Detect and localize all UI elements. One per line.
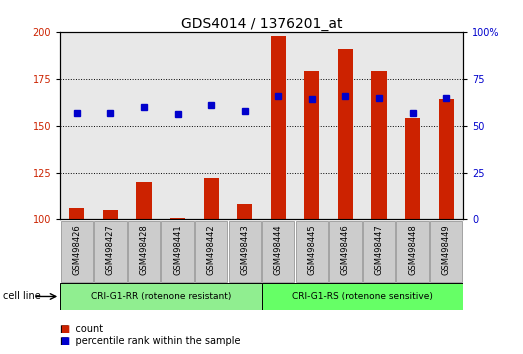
Text: ■  count: ■ count <box>60 324 103 334</box>
Text: ■: ■ <box>60 324 70 334</box>
FancyBboxPatch shape <box>195 221 228 282</box>
Title: GDS4014 / 1376201_at: GDS4014 / 1376201_at <box>181 17 342 31</box>
FancyBboxPatch shape <box>94 221 127 282</box>
Text: GSM498426: GSM498426 <box>72 224 82 275</box>
Text: GSM498445: GSM498445 <box>308 224 316 275</box>
Bar <box>228 32 262 219</box>
Bar <box>170 218 185 219</box>
Bar <box>60 283 262 310</box>
Bar <box>237 205 252 219</box>
FancyBboxPatch shape <box>162 221 194 282</box>
FancyBboxPatch shape <box>295 221 328 282</box>
Text: CRI-G1-RS (rotenone sensitive): CRI-G1-RS (rotenone sensitive) <box>292 292 433 301</box>
Bar <box>304 71 320 219</box>
FancyBboxPatch shape <box>262 221 294 282</box>
Bar <box>94 32 127 219</box>
Text: ■: ■ <box>60 336 70 346</box>
Text: GSM498449: GSM498449 <box>441 224 451 275</box>
Bar <box>328 32 362 219</box>
Bar <box>438 99 453 219</box>
Bar <box>262 32 295 219</box>
Bar <box>60 32 94 219</box>
Text: GSM498447: GSM498447 <box>374 224 383 275</box>
Bar <box>429 32 463 219</box>
Bar <box>203 178 219 219</box>
FancyBboxPatch shape <box>329 221 361 282</box>
Bar <box>161 32 195 219</box>
FancyBboxPatch shape <box>396 221 429 282</box>
Bar <box>103 210 118 219</box>
Text: GSM498427: GSM498427 <box>106 224 115 275</box>
FancyBboxPatch shape <box>61 221 93 282</box>
FancyBboxPatch shape <box>430 221 462 282</box>
Bar <box>396 32 429 219</box>
Text: cell line: cell line <box>3 291 40 302</box>
Bar <box>262 283 463 310</box>
FancyBboxPatch shape <box>128 221 160 282</box>
Bar <box>295 32 328 219</box>
Text: GSM498443: GSM498443 <box>240 224 249 275</box>
FancyBboxPatch shape <box>363 221 395 282</box>
Bar <box>70 208 85 219</box>
FancyBboxPatch shape <box>229 221 261 282</box>
Text: ■  percentile rank within the sample: ■ percentile rank within the sample <box>60 336 241 346</box>
Bar <box>405 118 420 219</box>
Text: GSM498442: GSM498442 <box>207 224 215 275</box>
Bar <box>338 49 353 219</box>
Text: GSM498428: GSM498428 <box>140 224 149 275</box>
Bar <box>137 182 152 219</box>
Text: GSM498448: GSM498448 <box>408 224 417 275</box>
Bar <box>271 36 286 219</box>
Text: GSM498441: GSM498441 <box>173 224 182 275</box>
Text: GSM498444: GSM498444 <box>274 224 283 275</box>
Bar <box>371 71 386 219</box>
Bar <box>195 32 228 219</box>
Text: GSM498446: GSM498446 <box>341 224 350 275</box>
Text: CRI-G1-RR (rotenone resistant): CRI-G1-RR (rotenone resistant) <box>90 292 231 301</box>
Bar <box>127 32 161 219</box>
Bar <box>362 32 396 219</box>
